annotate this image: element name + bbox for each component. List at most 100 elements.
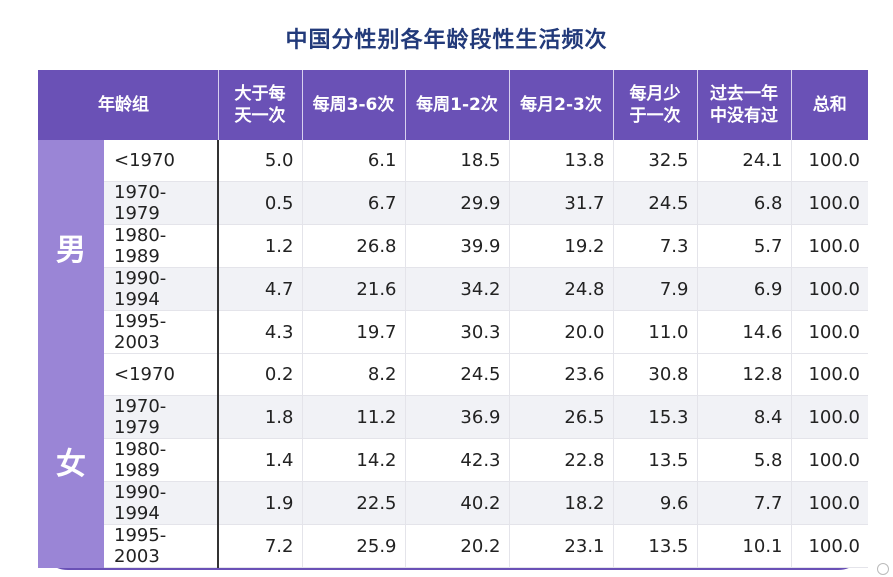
value-cell: 100.0 [791,267,868,311]
value-cell: 18.5 [405,140,510,182]
value-cell: 7.2 [217,524,303,568]
value-cell: 21.6 [302,267,406,311]
value-cell: 100.0 [791,524,868,568]
scroll-indicator-icon [877,563,889,575]
value-cell: 19.7 [302,310,406,354]
value-cell: 14.6 [697,310,792,354]
value-cell: 20.0 [509,310,614,354]
value-cell: 18.2 [509,481,614,525]
value-cell: 11.0 [613,310,698,354]
value-cell: 0.2 [217,353,303,396]
value-cell: 26.8 [302,224,406,268]
value-cell: 100.0 [791,181,868,225]
value-cell: 31.7 [509,181,614,225]
value-cell: 23.1 [509,524,614,568]
header-cell: 每月少 于一次 [612,70,698,140]
value-cell: 100.0 [791,140,868,182]
value-cell: 22.8 [509,438,614,482]
value-cell: 24.5 [613,181,698,225]
value-cell: 1.8 [217,395,303,439]
age-cell: 1990-1994 [104,481,219,525]
table-title: 中国分性别各年龄段性生活频次 [285,28,608,53]
age-cell: 1970-1979 [104,181,219,225]
header-row: 年龄组 大于每 天一次 每周3-6次 每周1-2次 每月2-3次 每月少 于一次… [38,70,868,140]
value-cell: 29.9 [405,181,510,225]
header-cell: 每周3-6次 [301,70,406,140]
sex-group-label: 男 [38,140,104,354]
value-cell: 10.1 [697,524,792,568]
value-cell: 4.7 [217,267,303,311]
value-cell: 25.9 [302,524,406,568]
table-row: 1990-1994 4.7 21.6 34.2 24.8 7.9 6.9 100.0 [38,267,868,311]
table-body: 男 <1970 5.0 6.1 18.5 13.8 32.5 24.1 100.0 1970-19… [38,140,868,568]
value-cell: 24.1 [697,140,792,182]
sex-group-label: 女 [38,353,104,568]
value-cell: 1.2 [217,224,303,268]
value-cell: 0.5 [217,181,303,225]
value-cell: 26.5 [509,395,614,439]
value-cell: 30.3 [405,310,510,354]
age-cell: <1970 [104,353,219,396]
value-cell: 6.7 [302,181,406,225]
value-cell: 100.0 [791,353,868,396]
value-cell: 13.5 [613,524,698,568]
table-row: 女 <1970 0.2 8.2 24.5 23.6 30.8 12.8 100.0 [38,353,868,568]
age-cell: <1970 [104,140,219,182]
table-row: 1980-1989 1.4 14.2 42.3 22.8 13.5 5.8 100.0 [38,438,868,482]
value-cell: 8.4 [697,395,792,439]
table-row: 1970-1979 1.8 11.2 36.9 26.5 15.3 8.4 100.0 [38,395,868,439]
header-cell-total: 总和 [790,70,868,140]
age-cell: 1995-2003 [104,524,219,568]
value-cell: 14.2 [302,438,406,482]
age-cell: 1980-1989 [104,224,219,268]
value-cell: 6.9 [697,267,792,311]
data-table: 年龄组 大于每 天一次 每周3-6次 每周1-2次 每月2-3次 每月少 于一次… [38,70,868,568]
value-cell: 1.9 [217,481,303,525]
value-cell: 100.0 [791,310,868,354]
header-cell: 大于每 天一次 [217,70,303,140]
value-cell: 23.6 [509,353,614,396]
value-cell: 12.8 [697,353,792,396]
value-cell: 24.8 [509,267,614,311]
value-cell: 15.3 [613,395,698,439]
value-cell: 22.5 [302,481,406,525]
table-row: 1990-1994 1.9 22.5 40.2 18.2 9.6 7.7 100.0 [38,481,868,525]
value-cell: 4.3 [217,310,303,354]
value-cell: 40.2 [405,481,510,525]
value-cell: 19.2 [509,224,614,268]
value-cell: 100.0 [791,438,868,482]
age-cell: 1990-1994 [104,267,219,311]
value-cell: 13.5 [613,438,698,482]
value-cell: 42.3 [405,438,510,482]
value-cell: 1.4 [217,438,303,482]
value-cell: 39.9 [405,224,510,268]
value-cell: 7.7 [697,481,792,525]
value-cell: 5.8 [697,438,792,482]
value-cell: 20.2 [405,524,510,568]
table-row: 1995-2003 4.3 19.7 30.3 20.0 11.0 14.6 100.0 [38,310,868,354]
age-cell: 1980-1989 [104,438,219,482]
header-cell: 过去一年 中没有过 [696,70,792,140]
value-cell: 11.2 [302,395,406,439]
table-row: 男 <1970 5.0 6.1 18.5 13.8 32.5 24.1 100.0 [38,140,868,354]
value-cell: 9.6 [613,481,698,525]
value-cell: 6.1 [302,140,406,182]
value-cell: 100.0 [791,395,868,439]
value-cell: 5.0 [217,140,303,182]
header-cell: 每月2-3次 [508,70,614,140]
value-cell: 36.9 [405,395,510,439]
value-cell: 6.8 [697,181,792,225]
value-cell: 13.8 [509,140,614,182]
header-cell-age-group: 年龄组 [38,70,219,140]
table-row: 1970-1979 0.5 6.7 29.9 31.7 24.5 6.8 100.0 [38,181,868,225]
value-cell: 5.7 [697,224,792,268]
value-cell: 34.2 [405,267,510,311]
age-cell: 1970-1979 [104,395,219,439]
value-cell: 30.8 [613,353,698,396]
table-row: 1995-2003 7.2 25.9 20.2 23.1 13.5 10.1 100.0 [38,524,868,568]
value-cell: 32.5 [613,140,698,182]
value-cell: 7.9 [613,267,698,311]
value-cell: 100.0 [791,224,868,268]
value-cell: 7.3 [613,224,698,268]
value-cell: 24.5 [405,353,510,396]
